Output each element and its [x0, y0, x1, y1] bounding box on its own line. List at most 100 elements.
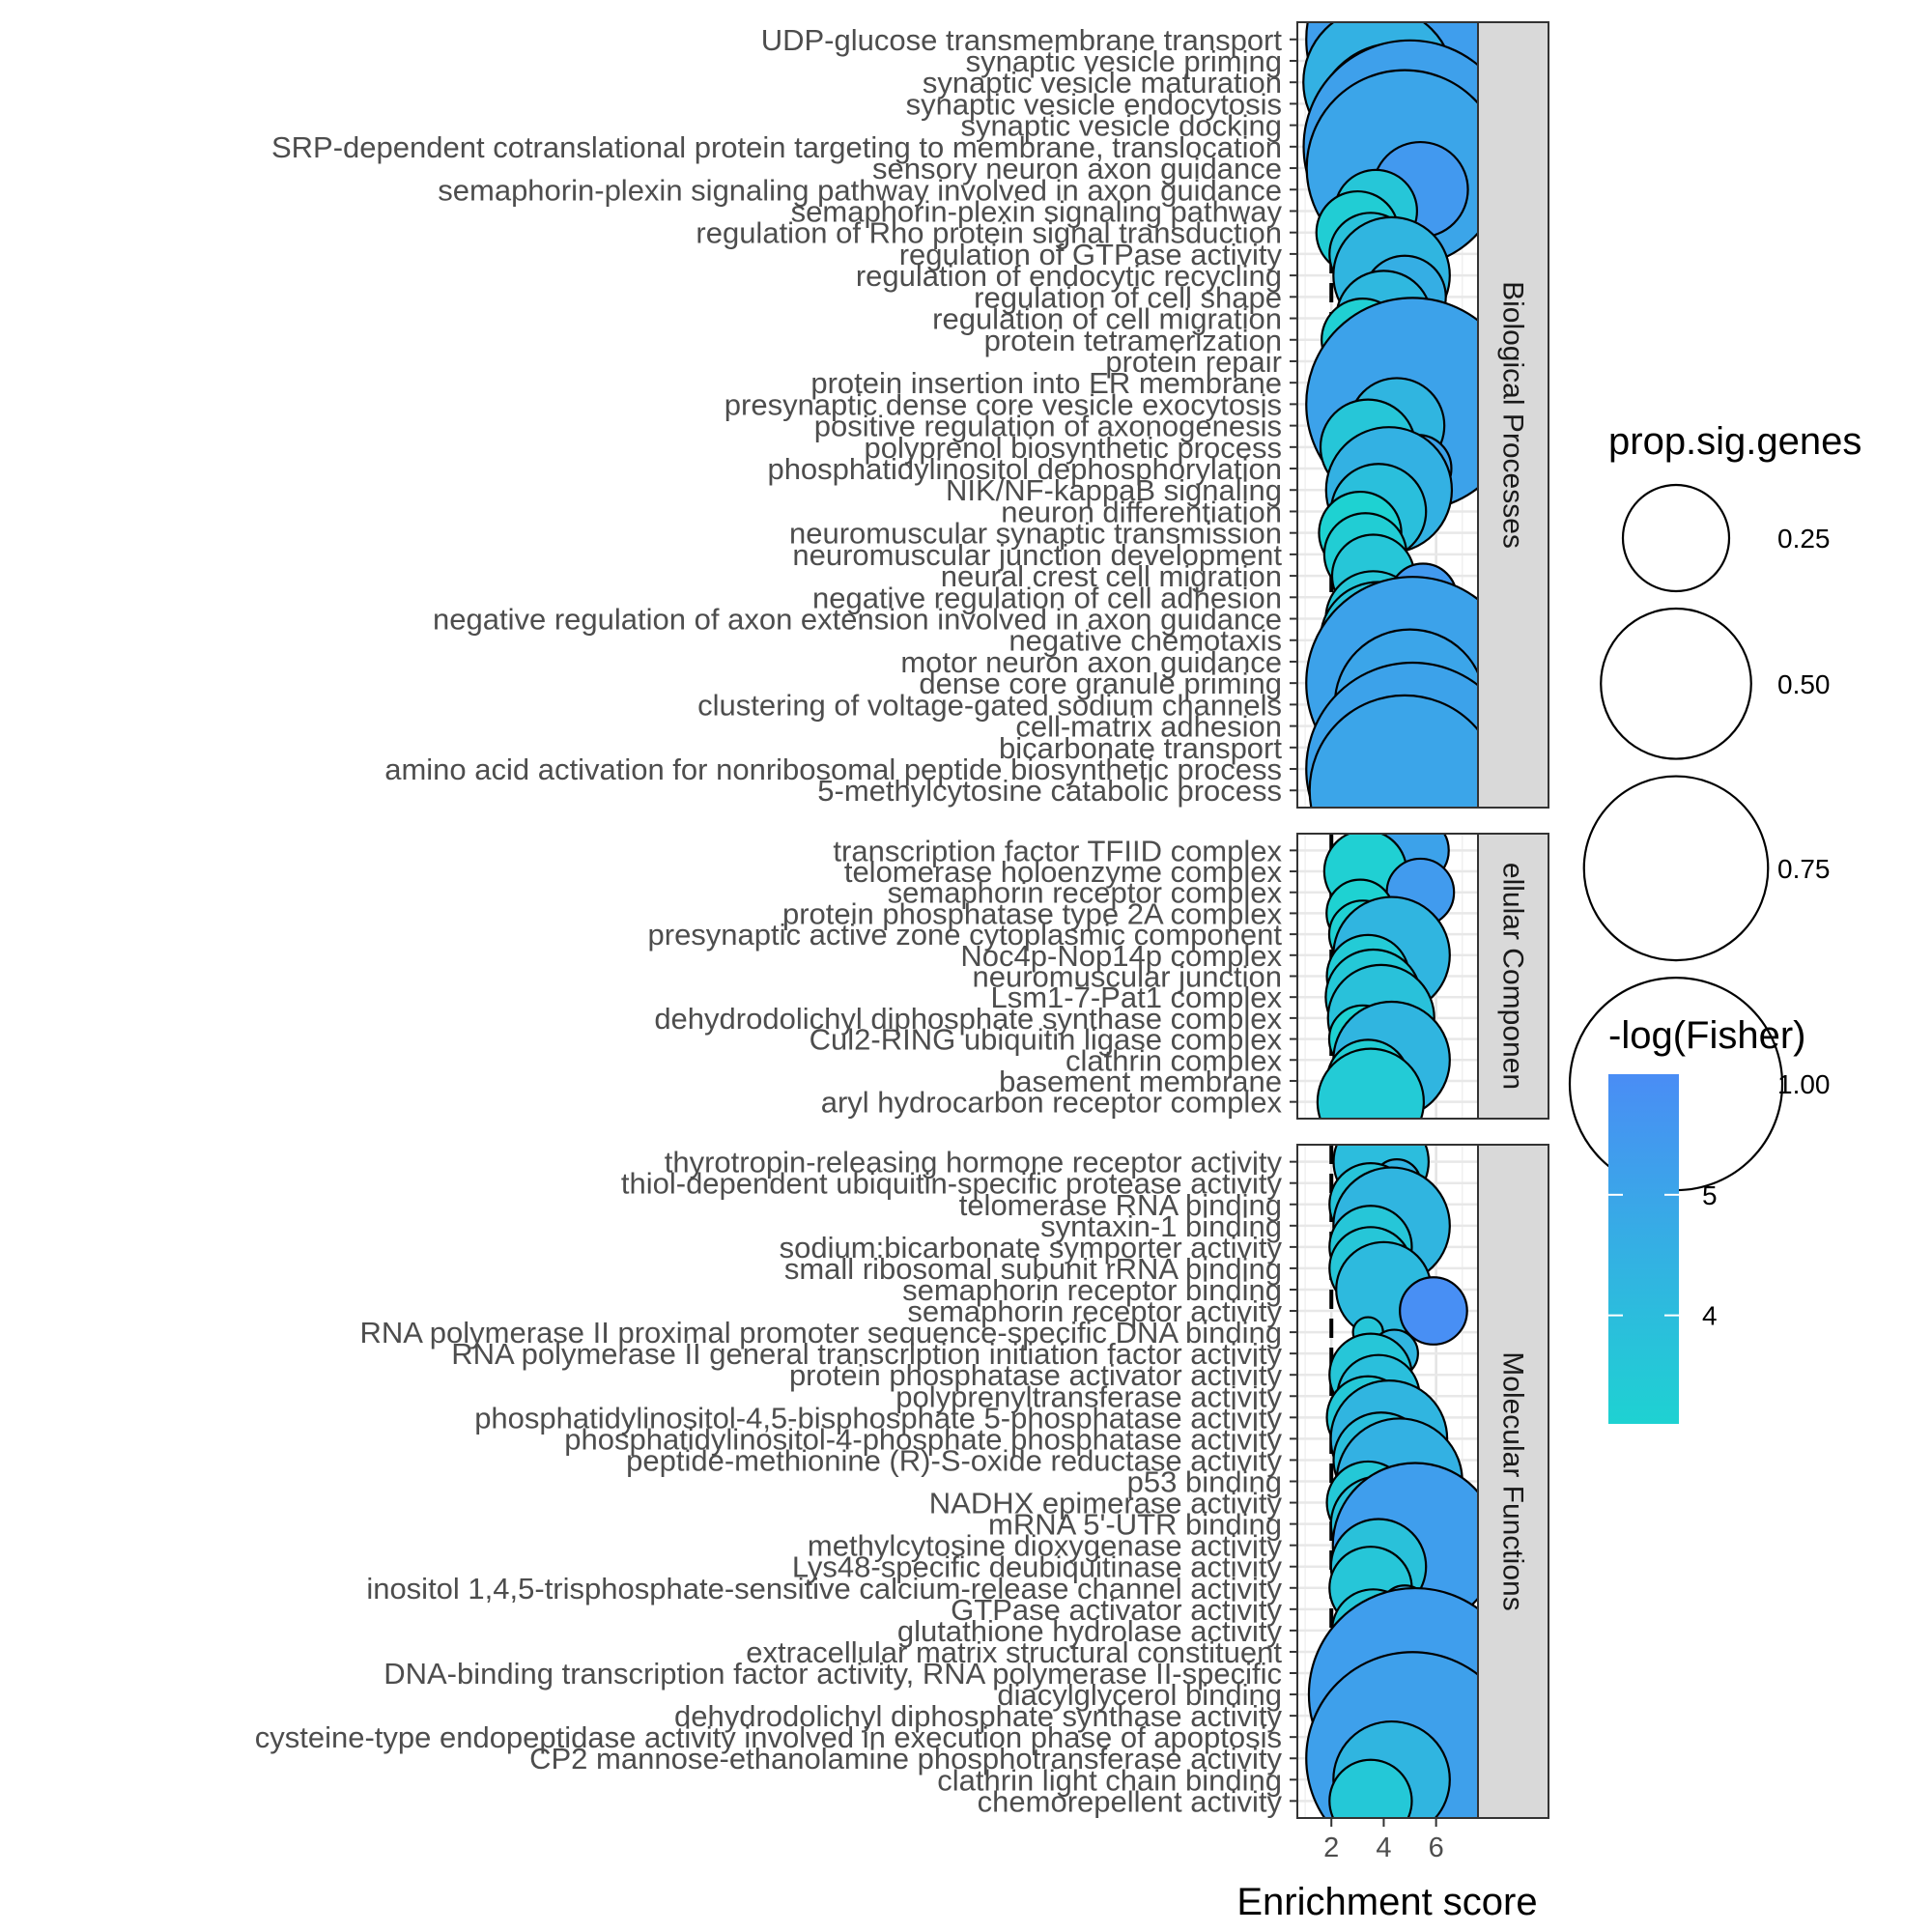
y-label: amino acid activation for nonribosomal p… — [384, 753, 1282, 786]
y-label: inositol 1,4,5-trisphosphate-sensitive c… — [366, 1572, 1282, 1605]
y-label: neuron differentiation — [1001, 495, 1282, 528]
y-label: protein tetramerization — [984, 324, 1282, 357]
y-label: positive regulation of axonogenesis — [814, 410, 1282, 443]
y-label: dehydrodolichyl diphosphate synthase com… — [654, 1002, 1282, 1036]
y-label: polyprenol biosynthetic process — [864, 431, 1282, 465]
y-label: p53 binding — [1127, 1465, 1282, 1499]
x-tick-label: 6 — [1429, 1833, 1444, 1863]
y-label: telomerase holoenzyme complex — [844, 855, 1283, 889]
y-label: RNA polymerase II proximal promoter sequ… — [359, 1316, 1282, 1350]
y-label: phosphatidylinositol dephosphorylation — [767, 452, 1282, 486]
y-label: protein repair — [1105, 345, 1282, 379]
panel-molecular-functions: thyrotropin-releasing hormone receptor a… — [255, 1144, 1549, 1819]
panel-biological-processes: UDP-glucose transmembrane transportsynap… — [271, 21, 1549, 809]
y-label: synaptic vesicle priming — [966, 44, 1282, 78]
y-label: basement membrane — [999, 1065, 1282, 1098]
y-label: GTPase activator activity — [951, 1593, 1282, 1627]
y-label: presynaptic active zone cytoplasmic comp… — [648, 918, 1283, 952]
y-label: clathrin light chain binding — [937, 1763, 1282, 1797]
y-label: diacylglycerol binding — [997, 1678, 1282, 1712]
y-label: clathrin complex — [1065, 1043, 1282, 1077]
y-label: Cul2-RING ubiquitin ligase complex — [810, 1023, 1283, 1057]
y-label: phosphatidylinositol-4-phosphate phospha… — [564, 1422, 1282, 1456]
y-label: small ribosomal subunit rRNA binding — [784, 1252, 1282, 1286]
point-chemorepellent-activity — [1328, 1758, 1413, 1818]
y-label: regulation of GTPase activity — [899, 238, 1283, 271]
x-tick-label: 4 — [1376, 1833, 1391, 1863]
y-label: cell-matrix adhesion — [1015, 710, 1282, 744]
facet-strip — [1477, 1144, 1549, 1819]
size-legend-label: 0.25 — [1777, 524, 1831, 554]
y-label: chemorepellent activity — [978, 1784, 1283, 1818]
y-label: neuromuscular junction development — [792, 538, 1282, 572]
size-legend-label: 0.75 — [1777, 854, 1831, 884]
y-label: NADHX epimerase activity — [929, 1487, 1283, 1520]
color-legend-label: 4 — [1702, 1301, 1718, 1331]
point-5-methylcytosine-catabolic-process — [1308, 694, 1478, 808]
y-label: semaphorin-plexin signaling pathway invo… — [438, 173, 1282, 207]
y-label: negative chemotaxis — [1009, 624, 1282, 658]
y-label: Noc4p-Nop14p complex — [960, 939, 1282, 973]
y-label: protein phosphatase type 2A complex — [782, 896, 1283, 930]
y-label: negative regulation of axon extension in… — [433, 603, 1282, 637]
y-label: thiol-dependent ubiquitin-specific prote… — [621, 1167, 1283, 1201]
y-label: SRP-dependent cotranslational protein ta… — [271, 130, 1282, 164]
facet-strip-label: Molecular Functions — [1497, 1351, 1529, 1610]
y-label: telomerase RNA binding — [959, 1188, 1282, 1222]
y-label: sodium:bicarbonate symporter activity — [780, 1231, 1283, 1264]
size-legend-key — [1621, 483, 1731, 593]
x-axis-title: Enrichment score — [1236, 1881, 1537, 1923]
y-label: cysteine-type endopeptidase activity inv… — [255, 1720, 1282, 1754]
facet-strip — [1477, 833, 1549, 1120]
y-label: negative regulation of cell adhesion — [812, 581, 1282, 614]
y-label: polyprenyltransferase activity — [895, 1379, 1282, 1413]
y-label: semaphorin receptor activity — [907, 1294, 1282, 1328]
facet-strip-label: ellular Componen — [1497, 863, 1529, 1090]
point-aryl-hydrocarbon-receptor-complex — [1316, 1047, 1425, 1119]
y-label: phosphatidylinositol-4,5-bisphosphate 5-… — [474, 1401, 1282, 1435]
y-label: extracellular matrix structural constitu… — [746, 1635, 1282, 1669]
y-label: regulation of cell migration — [932, 302, 1282, 336]
color-legend: -log(Fisher) 4 5 — [1608, 1014, 1805, 1424]
x-tick-label: 2 — [1323, 1833, 1339, 1863]
y-label: clustering of voltage-gated sodium chann… — [697, 688, 1282, 722]
points — [1302, 22, 1478, 808]
y-label: neuromuscular synaptic transmission — [789, 517, 1282, 551]
y-label: sensory neuron axon guidance — [872, 152, 1282, 185]
y-label: UDP-glucose transmembrane transport — [761, 23, 1283, 57]
y-label: presynaptic dense core vesicle exocytosi… — [724, 387, 1282, 421]
y-label: methylcytosine dioxygenase activity — [808, 1529, 1283, 1563]
y-label: bicarbonate transport — [999, 731, 1282, 765]
point-semaphorin-receptor-activity — [1399, 1276, 1468, 1346]
y-label: protein insertion into ER membrane — [810, 366, 1282, 400]
color-legend-bar — [1608, 1074, 1679, 1424]
facet-strip-label: Biological Processes — [1497, 281, 1529, 549]
size-legend-title: prop.sig.genes — [1608, 420, 1861, 463]
y-label: regulation of cell shape — [974, 280, 1282, 314]
y-label: regulation of Rho protein signal transdu… — [696, 216, 1282, 250]
y-label: synaptic vesicle docking — [960, 109, 1282, 143]
color-legend-label: 5 — [1702, 1180, 1718, 1210]
y-label: glutathione hydrolase activity — [897, 1614, 1283, 1648]
y-label: neuromuscular junction — [972, 960, 1282, 994]
panel-cellular-components: transcription factor TFIID complextelome… — [648, 833, 1549, 1120]
y-label: aryl hydrocarbon receptor complex — [821, 1086, 1283, 1120]
x-axis: 2 4 6 — [1323, 1818, 1444, 1863]
y-label: semaphorin receptor binding — [902, 1273, 1282, 1307]
y-label: synaptic vesicle maturation — [923, 66, 1282, 99]
y-label: transcription factor TFIID complex — [833, 834, 1282, 867]
y-label: dehydrodolichyl diphosphate synthase act… — [674, 1699, 1282, 1733]
y-label: semaphorin-plexin signaling pathway — [791, 194, 1283, 228]
points — [1305, 1145, 1478, 1818]
size-legend-key — [1582, 775, 1770, 962]
y-label: mRNA 5'-UTR binding — [988, 1508, 1282, 1542]
y-label: semaphorin receptor complex — [888, 876, 1283, 910]
y-label: dense core granule priming — [919, 667, 1282, 700]
size-legend-label: 1.00 — [1777, 1069, 1831, 1099]
size-legend-label: 0.50 — [1777, 669, 1831, 699]
panels: UDP-glucose transmembrane transportsynap… — [255, 21, 1549, 1819]
y-label: syntaxin-1 binding — [1040, 1209, 1282, 1243]
y-label: thyrotropin-releasing hormone receptor a… — [665, 1146, 1283, 1179]
y-label: NIK/NF-kappaB signaling — [946, 473, 1282, 507]
